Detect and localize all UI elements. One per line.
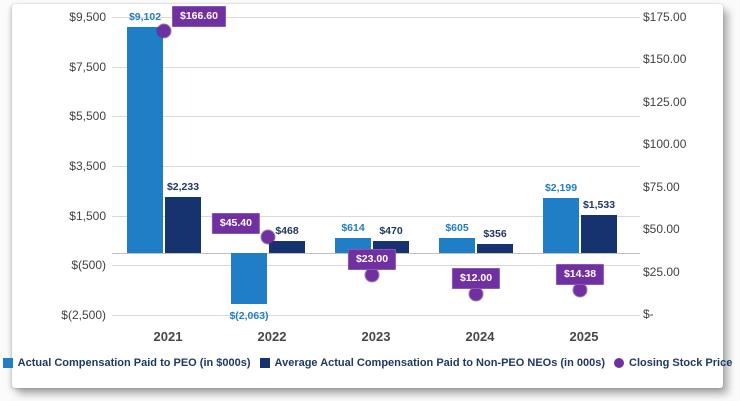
left-axis-tick-label: $5,500 [69, 109, 106, 124]
bar-label-neo-2024: $356 [483, 228, 507, 241]
stock-price-dot [469, 287, 483, 301]
bar-neo-2022 [269, 241, 305, 253]
right-axis-tick-label: $75.00 [643, 179, 680, 194]
stock-price-label: $12.00 [451, 267, 501, 289]
bar-peo-2021 [127, 26, 163, 253]
right-axis-tick-label: $175.00 [643, 10, 687, 24]
chart-plot-area: $9,500 $7,500 $5,500 $3,500 $1,500 $(500) $(2,… [12, 4, 723, 388]
right-axis-tick-label: $- [643, 307, 654, 321]
bar-neo-2024 [477, 244, 513, 253]
bar-neo-2021 [165, 197, 201, 253]
legend-label: Closing Stock Price [629, 357, 733, 369]
stock-price-label: $45.40 [211, 212, 260, 234]
left-axis-tick-label: $7,500 [69, 59, 106, 74]
bar-peo-2022 [231, 252, 267, 305]
legend-square-marker-icon [259, 358, 270, 368]
legend-circle-marker-icon [614, 358, 625, 368]
left-axis-tick-label: $(500) [71, 258, 106, 273]
legend-square-marker-icon [2, 358, 13, 368]
stock-price-label: $23.00 [347, 248, 397, 270]
legend-item-peo: Actual Compensation Paid to PEO (in $000… [2, 357, 251, 369]
right-axis-tick-label: $50.00 [643, 222, 680, 237]
bar-label-peo-2024: $605 [445, 221, 469, 234]
right-axis-tick-label: $150.00 [643, 52, 687, 67]
bar-peo-2025 [543, 198, 579, 253]
bar-peo-2024 [439, 237, 475, 253]
gridline [112, 17, 640, 18]
chart-card: $9,500 $7,500 $5,500 $3,500 $1,500 $(500) $(2,… [2, 4, 732, 388]
bar-label-peo-2025: $2,199 [544, 182, 578, 195]
gridline [112, 66, 640, 68]
gridline [112, 315, 640, 316]
legend-item-neo: Average Actual Compensation Paid to Non-… [259, 357, 606, 369]
legend-label: Actual Compensation Paid to PEO (in $000… [17, 357, 251, 369]
bar-label-neo-2025: $1,533 [582, 198, 616, 211]
bar-label-peo-2023: $614 [341, 221, 365, 234]
gridline [112, 116, 640, 118]
left-axis-tick-label: $9,500 [69, 10, 106, 24]
right-axis-tick-label: $25.00 [643, 264, 680, 279]
bar-label-peo-2022: $(2,063) [229, 310, 269, 323]
gridline [112, 215, 640, 217]
stock-price-dot [261, 230, 275, 244]
legend-label: Average Actual Compensation Paid to Non-… [274, 357, 606, 369]
bar-label-peo-2021: $9,102 [128, 10, 162, 23]
stock-price-dot [157, 24, 171, 38]
stock-price-dot [365, 268, 379, 282]
right-axis-tick-label: $100.00 [643, 137, 687, 152]
stock-price-label: $14.38 [555, 263, 605, 285]
gridline [112, 166, 640, 167]
bar-label-neo-2022: $468 [275, 225, 299, 238]
x-axis-label-2025: 2025 [569, 329, 599, 344]
x-axis-label-2021: 2021 [153, 329, 183, 344]
left-axis-tick-label: $3,500 [69, 159, 106, 173]
right-axis-tick-label: $125.00 [643, 94, 687, 109]
x-axis-label-2022: 2022 [257, 329, 287, 344]
chart-legend: Actual Compensation Paid to PEO (in $000… [2, 357, 732, 369]
left-axis-tick-label: $(2,500) [61, 308, 106, 322]
bar-label-neo-2021: $2,233 [166, 181, 200, 194]
bar-neo-2023 [373, 241, 409, 253]
stock-price-dot [573, 283, 587, 297]
left-axis-tick-label: $1,500 [69, 208, 106, 223]
x-axis-label-2024: 2024 [465, 329, 495, 344]
x-axis-label-2023: 2023 [361, 329, 391, 344]
legend-item-stock-price: Closing Stock Price [614, 357, 732, 369]
bar-label-neo-2023: $470 [379, 225, 403, 238]
stock-price-label: $166.60 [172, 6, 226, 28]
bar-neo-2025 [581, 214, 617, 253]
